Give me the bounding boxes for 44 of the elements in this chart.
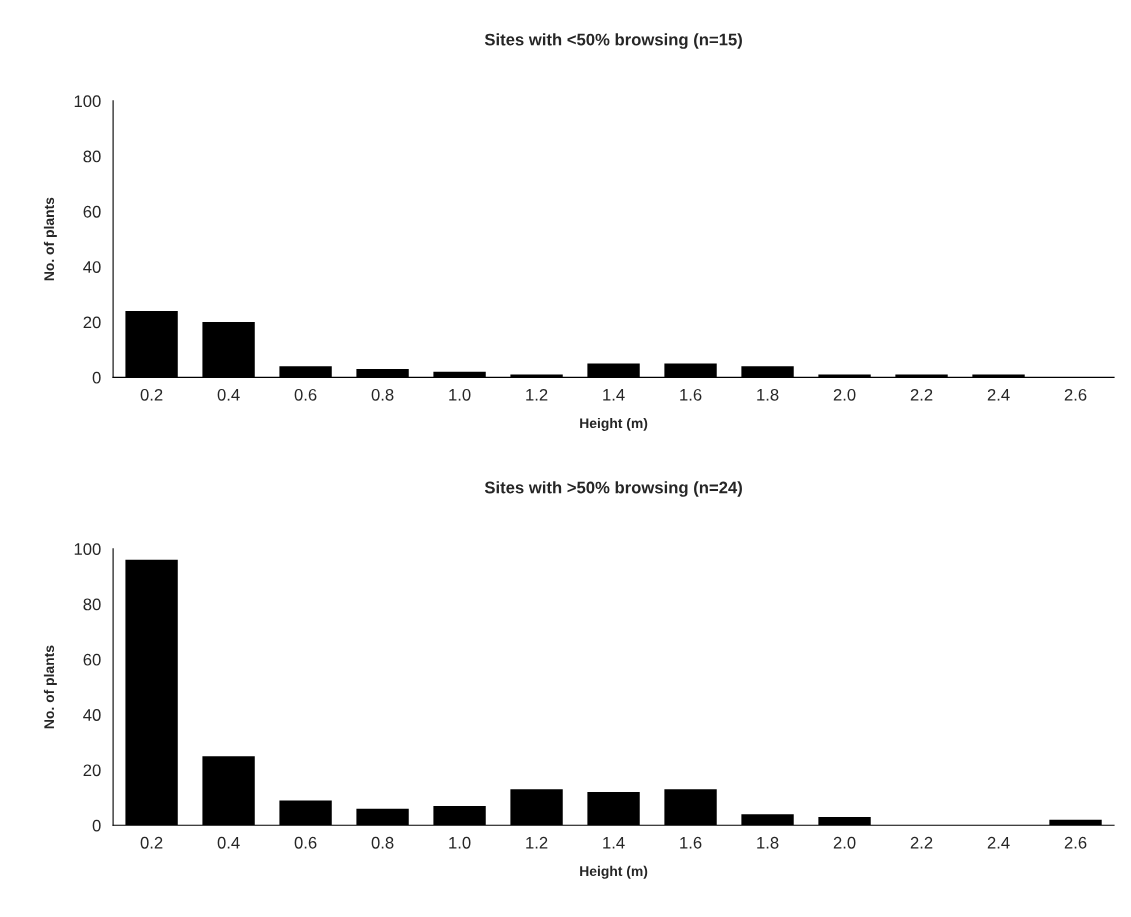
- y-tick-label: 60: [83, 653, 101, 666]
- x-tick-label: 1.6: [680, 388, 702, 401]
- x-tick-label: 1.0: [449, 836, 471, 849]
- y-tick-label: 20: [83, 764, 101, 777]
- x-tick-label: 2.6: [1064, 836, 1087, 849]
- x-tick-label: 2.0: [833, 836, 856, 849]
- x-tick-label: 2.0: [833, 388, 856, 401]
- y-tick-label: 80: [83, 150, 101, 163]
- y-tick-label: 100: [74, 95, 101, 108]
- x-tick-label: 1.8: [757, 388, 779, 401]
- x-tick-label: 1.4: [603, 389, 625, 401]
- y-tick-label: 40: [83, 709, 101, 721]
- x-tick-label: 1.0: [449, 388, 471, 401]
- x-axis-title: Height (m): [580, 417, 648, 431]
- x-axis-title: Height (m): [580, 865, 648, 879]
- x-tick-label: 0.4: [217, 836, 240, 849]
- chart-title: Sites with >50% browsing (n=24): [484, 481, 742, 497]
- y-tick-label: 80: [83, 598, 101, 611]
- x-tick-label: 2.6: [1064, 388, 1087, 401]
- x-tick-label: 0.2: [140, 388, 163, 401]
- y-tick-label: 100: [74, 543, 101, 555]
- y-tick-label: 20: [83, 316, 101, 329]
- x-tick-label: 2.4: [987, 836, 1010, 849]
- x-tick-label: 0.8: [371, 836, 394, 849]
- y-tick-label: 60: [83, 205, 101, 218]
- x-tick-label: 1.2: [526, 388, 548, 401]
- y-tick-label: 0: [92, 819, 101, 832]
- x-tick-label: 1.8: [757, 836, 779, 849]
- x-tick-label: 2.2: [910, 388, 933, 401]
- y-tick-label: 0: [92, 371, 101, 384]
- x-tick-label: 1.4: [603, 837, 625, 849]
- x-tick-label: 2.4: [987, 388, 1010, 401]
- x-tick-label: 1.2: [526, 836, 548, 849]
- x-tick-label: 2.2: [910, 836, 933, 849]
- y-tick-label: 40: [83, 261, 101, 273]
- y-axis-title: No. of plants: [43, 645, 57, 729]
- y-axis-title: No. of plants: [43, 197, 57, 281]
- x-tick-label: 0.8: [371, 388, 394, 401]
- x-tick-label: 0.2: [140, 836, 163, 849]
- x-tick-label: 1.6: [680, 836, 702, 849]
- x-tick-label: 0.6: [294, 388, 317, 401]
- x-tick-label: 0.4: [217, 388, 240, 401]
- x-tick-label: 0.6: [294, 836, 317, 849]
- chart-title: Sites with <50% browsing (n=15): [484, 33, 742, 49]
